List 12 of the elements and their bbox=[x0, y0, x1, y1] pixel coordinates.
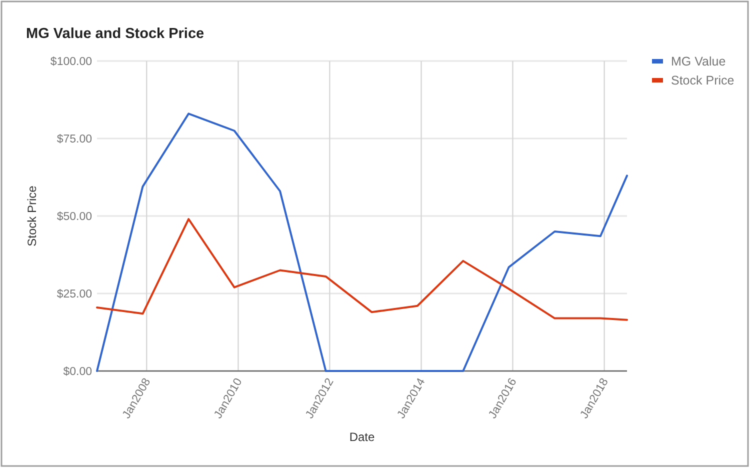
y-tick-label: $75.00 bbox=[56, 134, 92, 146]
chart-title: MG Value and Stock Price bbox=[26, 26, 204, 42]
legend-label: MG Value bbox=[671, 54, 726, 68]
y-axis-title: Stock Price bbox=[25, 185, 39, 246]
y-tick-label: $25.00 bbox=[56, 288, 92, 301]
x-axis-title: Date bbox=[349, 430, 375, 444]
line-series bbox=[96, 112, 628, 372]
y-tick-label: $50.00 bbox=[56, 211, 92, 224]
y-tick-label: $100.00 bbox=[50, 56, 92, 68]
legend-label: Stock Price bbox=[671, 73, 734, 88]
y-tick-label: $0.00 bbox=[63, 366, 92, 378]
line-series bbox=[96, 218, 628, 321]
